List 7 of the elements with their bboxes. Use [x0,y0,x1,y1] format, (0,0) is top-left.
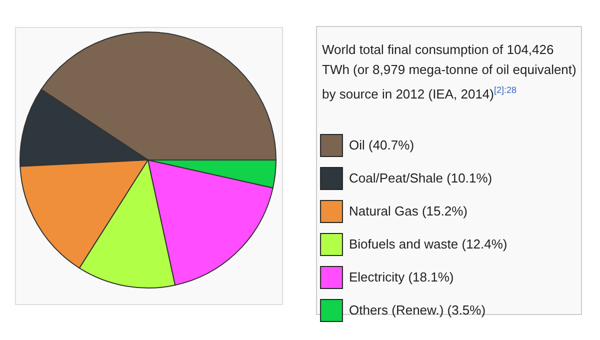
legend-label: Oil (40.7%) [349,138,414,152]
text: World total final consumption of 104,426 TWh (or 8,979 mega-tonne of oil equivalent) by source in 2012 (IEA, 2014)$^{[2]:28}$ [322,41,578,104]
legend-label: Electricity (18.1%) [349,270,454,284]
legend-label: Others (Renew.) (3.5%) [349,302,486,318]
legend-label: Coal/Peat/Shale (10.1%) [349,170,492,186]
legend-label: Natural Gas (15.2%) [349,204,468,218]
legend-label: Biofuels and waste (12.4%) [349,236,508,252]
